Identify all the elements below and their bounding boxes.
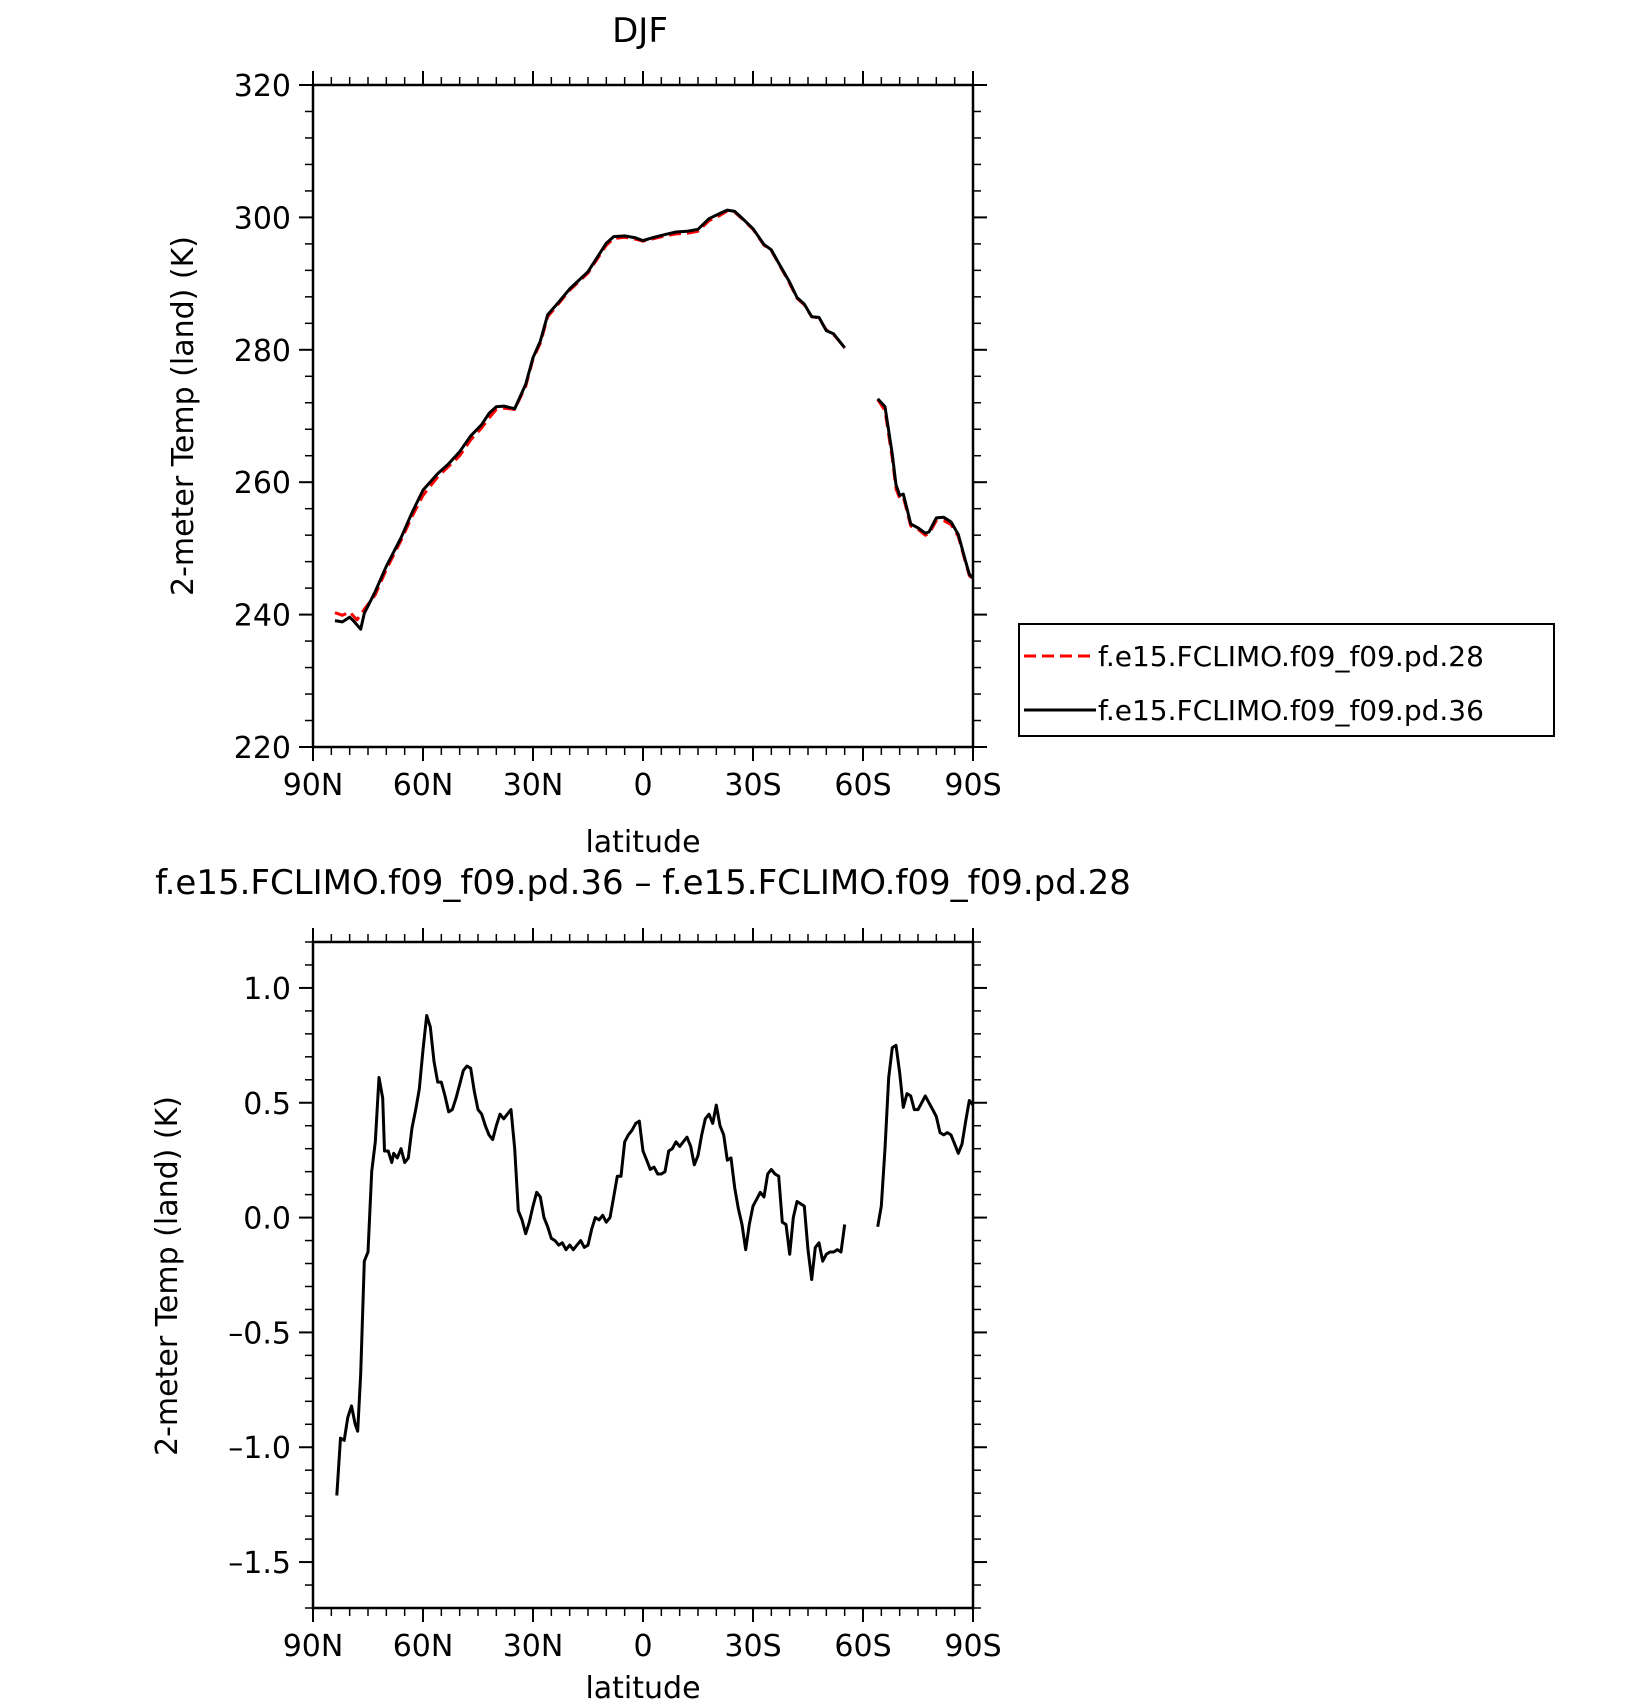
top-panel: DJF 90N 60N 30N 0 30S 60S 90S 220 240 260 280 300 32… (166, 11, 1002, 860)
series-line-1 (334, 208, 846, 631)
y-tick-label: –0.5 (228, 1316, 291, 1351)
bottom-panel: f.e15.FCLIMO.f09_f09.pd.36 – f.e15.FCLIM… (150, 863, 1131, 1706)
x-tick-label: 60N (393, 768, 454, 803)
y-tick-label: –1.5 (228, 1546, 291, 1581)
series-line-0 (876, 398, 975, 581)
y-tick-label: 0.0 (243, 1202, 291, 1237)
y-tick-label: 1.0 (243, 972, 291, 1007)
bottom-y-axis-label: 2-meter Temp (land) (K) (150, 1096, 185, 1456)
top-x-axis-label: latitude (585, 825, 700, 860)
y-tick-label: 240 (234, 599, 291, 634)
legend-box (1018, 623, 1555, 737)
x-tick-label: 90N (283, 768, 344, 803)
bottom-series (335, 1014, 975, 1496)
x-tick-label: 30S (724, 768, 781, 803)
y-tick-label: 260 (234, 466, 291, 501)
legend-label-pd36: f.e15.FCLIMO.f09_f09.pd.36 (1098, 694, 1484, 727)
bottom-plot-title: f.e15.FCLIMO.f09_f09.pd.36 – f.e15.FCLIM… (155, 863, 1131, 903)
series-line-0 (335, 1014, 847, 1496)
series-line-0 (334, 209, 846, 622)
top-y-axis-label: 2-meter Temp (land) (K) (166, 236, 201, 596)
top-plot-frame (311, 83, 975, 749)
x-tick-label: 30S (724, 1629, 781, 1664)
x-tick-label: 0 (633, 768, 652, 803)
x-tick-label: 60S (834, 768, 891, 803)
y-tick-label: 220 (234, 731, 291, 766)
x-tick-label: 30N (503, 768, 564, 803)
y-tick-label: 320 (234, 69, 291, 104)
y-tick-label: 0.5 (243, 1087, 291, 1122)
x-tick-label: 0 (633, 1629, 652, 1664)
y-tick-label: 300 (234, 201, 291, 236)
x-tick-label: 30N (503, 1629, 564, 1664)
x-tick-label: 90S (944, 768, 1001, 803)
series-line-0 (876, 1043, 975, 1228)
top-plot-title: DJF (612, 11, 668, 51)
y-tick-label: –1.0 (228, 1431, 291, 1466)
x-tick-label: 60S (834, 1629, 891, 1664)
x-tick-label: 90N (283, 1629, 344, 1664)
top-series (334, 208, 975, 631)
y-tick-label: 280 (234, 334, 291, 369)
bottom-x-axis-label: latitude (585, 1671, 700, 1706)
top-ticks: 90N 60N 30N 0 30S 60S 90S 220 240 260 280 300 320 (234, 69, 1002, 803)
legend: f.e15.FCLIMO.f09_f09.pd.28 f.e15.FCLIMO.… (1018, 623, 1555, 737)
x-tick-label: 90S (944, 1629, 1001, 1664)
legend-label-pd28: f.e15.FCLIMO.f09_f09.pd.28 (1098, 640, 1484, 673)
series-line-1 (876, 397, 975, 580)
bottom-ticks: 90N 60N 30N 0 30S 60S 90S 1.0 0.5 0.0 –0.5 –1.0 –1.5 (228, 928, 1002, 1664)
x-tick-label: 60N (393, 1629, 454, 1664)
bottom-plot-frame (311, 940, 975, 1610)
